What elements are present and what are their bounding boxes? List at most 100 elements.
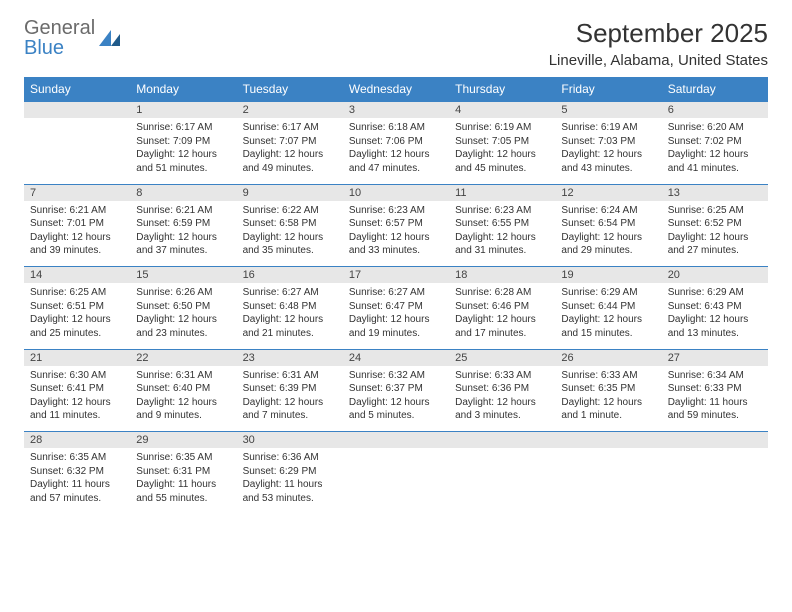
calendar-table: SundayMondayTuesdayWednesdayThursdayFrid… <box>24 77 768 514</box>
day-content-cell: Sunrise: 6:19 AMSunset: 7:05 PMDaylight:… <box>449 118 555 184</box>
day-number-cell: 29 <box>130 432 236 449</box>
day-content-cell: Sunrise: 6:23 AMSunset: 6:55 PMDaylight:… <box>449 201 555 267</box>
day-content-cell: Sunrise: 6:17 AMSunset: 7:07 PMDaylight:… <box>237 118 343 184</box>
day-content-cell: Sunrise: 6:20 AMSunset: 7:02 PMDaylight:… <box>662 118 768 184</box>
day-content-cell: Sunrise: 6:36 AMSunset: 6:29 PMDaylight:… <box>237 448 343 514</box>
sunset-text: Sunset: 6:37 PM <box>349 382 443 396</box>
sunrise-text: Sunrise: 6:36 AM <box>243 451 337 465</box>
daylight-text: Daylight: 12 hours and 9 minutes. <box>136 396 230 423</box>
sunrise-text: Sunrise: 6:17 AM <box>136 121 230 135</box>
day-content-cell: Sunrise: 6:33 AMSunset: 6:36 PMDaylight:… <box>449 366 555 432</box>
daylight-text: Daylight: 12 hours and 13 minutes. <box>668 313 762 340</box>
day-number-cell <box>662 432 768 449</box>
sunrise-text: Sunrise: 6:21 AM <box>136 204 230 218</box>
day-number-cell: 27 <box>662 349 768 366</box>
weekday-header: Thursday <box>449 77 555 102</box>
day-content-cell: Sunrise: 6:34 AMSunset: 6:33 PMDaylight:… <box>662 366 768 432</box>
sunrise-text: Sunrise: 6:35 AM <box>30 451 124 465</box>
sunrise-text: Sunrise: 6:32 AM <box>349 369 443 383</box>
day-number-cell <box>449 432 555 449</box>
day-content-cell <box>449 448 555 514</box>
daylight-text: Daylight: 12 hours and 45 minutes. <box>455 148 549 175</box>
sunset-text: Sunset: 6:40 PM <box>136 382 230 396</box>
day-content-cell: Sunrise: 6:32 AMSunset: 6:37 PMDaylight:… <box>343 366 449 432</box>
sunset-text: Sunset: 6:47 PM <box>349 300 443 314</box>
sunset-text: Sunset: 6:41 PM <box>30 382 124 396</box>
daylight-text: Daylight: 12 hours and 7 minutes. <box>243 396 337 423</box>
sunrise-text: Sunrise: 6:35 AM <box>136 451 230 465</box>
weekday-header: Wednesday <box>343 77 449 102</box>
day-content-cell: Sunrise: 6:17 AMSunset: 7:09 PMDaylight:… <box>130 118 236 184</box>
day-content-cell: Sunrise: 6:25 AMSunset: 6:52 PMDaylight:… <box>662 201 768 267</box>
sunset-text: Sunset: 7:05 PM <box>455 135 549 149</box>
daylight-text: Daylight: 12 hours and 23 minutes. <box>136 313 230 340</box>
sunrise-text: Sunrise: 6:21 AM <box>30 204 124 218</box>
day-number-cell: 28 <box>24 432 130 449</box>
daylight-text: Daylight: 12 hours and 47 minutes. <box>349 148 443 175</box>
daylight-text: Daylight: 12 hours and 31 minutes. <box>455 231 549 258</box>
daylight-text: Daylight: 12 hours and 3 minutes. <box>455 396 549 423</box>
sunset-text: Sunset: 7:07 PM <box>243 135 337 149</box>
weekday-header: Sunday <box>24 77 130 102</box>
sunrise-text: Sunrise: 6:25 AM <box>30 286 124 300</box>
daylight-text: Daylight: 11 hours and 53 minutes. <box>243 478 337 505</box>
daylight-text: Daylight: 11 hours and 59 minutes. <box>668 396 762 423</box>
sunrise-text: Sunrise: 6:22 AM <box>243 204 337 218</box>
day-number-cell <box>343 432 449 449</box>
day-content-cell: Sunrise: 6:18 AMSunset: 7:06 PMDaylight:… <box>343 118 449 184</box>
day-number-cell: 20 <box>662 267 768 284</box>
sunrise-text: Sunrise: 6:30 AM <box>30 369 124 383</box>
sunrise-text: Sunrise: 6:31 AM <box>136 369 230 383</box>
day-content-cell: Sunrise: 6:35 AMSunset: 6:32 PMDaylight:… <box>24 448 130 514</box>
day-number-cell: 8 <box>130 184 236 201</box>
day-number-cell: 17 <box>343 267 449 284</box>
sunrise-text: Sunrise: 6:29 AM <box>561 286 655 300</box>
sunset-text: Sunset: 7:09 PM <box>136 135 230 149</box>
calendar-body: 123456Sunrise: 6:17 AMSunset: 7:09 PMDay… <box>24 102 768 515</box>
content-row: Sunrise: 6:21 AMSunset: 7:01 PMDaylight:… <box>24 201 768 267</box>
sunset-text: Sunset: 7:06 PM <box>349 135 443 149</box>
daylight-text: Daylight: 12 hours and 43 minutes. <box>561 148 655 175</box>
sunrise-text: Sunrise: 6:24 AM <box>561 204 655 218</box>
day-number-cell: 11 <box>449 184 555 201</box>
daylight-text: Daylight: 12 hours and 17 minutes. <box>455 313 549 340</box>
day-number-cell: 1 <box>130 102 236 119</box>
daynum-row: 282930 <box>24 432 768 449</box>
day-number-cell: 22 <box>130 349 236 366</box>
daylight-text: Daylight: 12 hours and 1 minute. <box>561 396 655 423</box>
day-content-cell <box>343 448 449 514</box>
day-number-cell: 9 <box>237 184 343 201</box>
sunset-text: Sunset: 6:46 PM <box>455 300 549 314</box>
header: General Blue September 2025 Lineville, A… <box>24 18 768 69</box>
day-number-cell: 14 <box>24 267 130 284</box>
sunrise-text: Sunrise: 6:31 AM <box>243 369 337 383</box>
daynum-row: 123456 <box>24 102 768 119</box>
day-content-cell: Sunrise: 6:23 AMSunset: 6:57 PMDaylight:… <box>343 201 449 267</box>
sunrise-text: Sunrise: 6:34 AM <box>668 369 762 383</box>
day-number-cell: 2 <box>237 102 343 119</box>
calendar-page: General Blue September 2025 Lineville, A… <box>0 0 792 532</box>
logo-flag-icon <box>98 28 124 48</box>
day-number-cell: 26 <box>555 349 661 366</box>
sunset-text: Sunset: 6:44 PM <box>561 300 655 314</box>
sunset-text: Sunset: 6:59 PM <box>136 217 230 231</box>
daylight-text: Daylight: 12 hours and 37 minutes. <box>136 231 230 258</box>
page-title: September 2025 <box>549 18 768 49</box>
daylight-text: Daylight: 12 hours and 35 minutes. <box>243 231 337 258</box>
sunset-text: Sunset: 6:50 PM <box>136 300 230 314</box>
day-number-cell <box>555 432 661 449</box>
daynum-row: 21222324252627 <box>24 349 768 366</box>
sunset-text: Sunset: 6:33 PM <box>668 382 762 396</box>
sunrise-text: Sunrise: 6:20 AM <box>668 121 762 135</box>
page-subtitle: Lineville, Alabama, United States <box>549 52 768 69</box>
daylight-text: Daylight: 12 hours and 29 minutes. <box>561 231 655 258</box>
daylight-text: Daylight: 12 hours and 15 minutes. <box>561 313 655 340</box>
sunrise-text: Sunrise: 6:26 AM <box>136 286 230 300</box>
day-number-cell: 7 <box>24 184 130 201</box>
daylight-text: Daylight: 12 hours and 19 minutes. <box>349 313 443 340</box>
daylight-text: Daylight: 12 hours and 39 minutes. <box>30 231 124 258</box>
day-number-cell <box>24 102 130 119</box>
sunset-text: Sunset: 6:48 PM <box>243 300 337 314</box>
sunrise-text: Sunrise: 6:23 AM <box>349 204 443 218</box>
sunset-text: Sunset: 6:35 PM <box>561 382 655 396</box>
